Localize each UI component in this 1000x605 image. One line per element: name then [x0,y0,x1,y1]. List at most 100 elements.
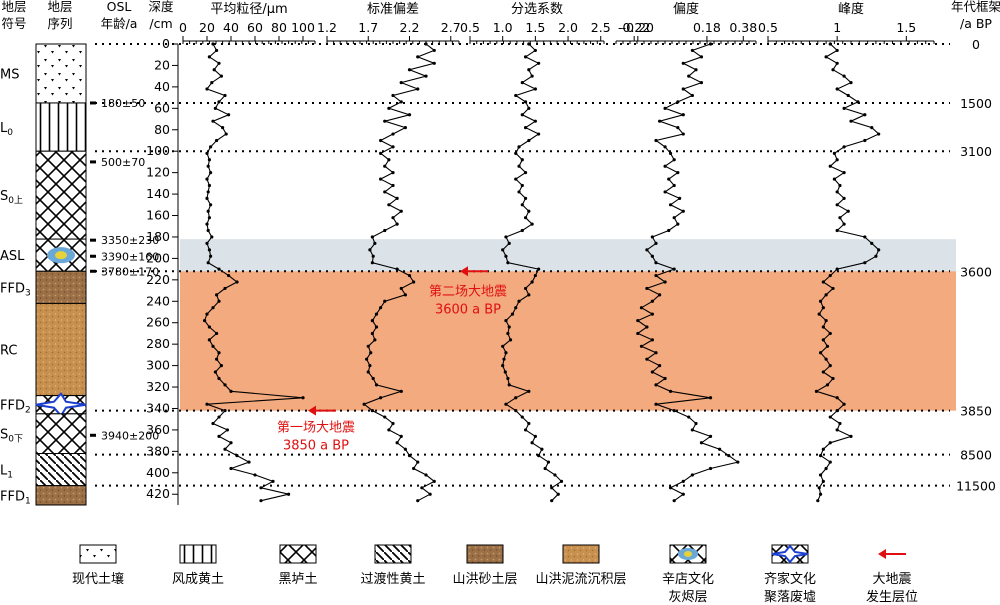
series-point [217,267,221,271]
series-point [639,344,644,348]
series-point [835,428,839,432]
series-point [650,254,654,258]
legend-ash-core [684,551,692,557]
series-point [654,241,658,245]
series-point [301,396,305,400]
series-point [842,402,846,406]
layer-symbol: RC [0,344,17,359]
series-point [523,55,528,59]
series-point [514,396,518,400]
series-point [828,415,832,419]
series-point [533,273,537,278]
series-point [650,235,654,239]
x-tick-label: 40 [223,20,239,35]
series-point [658,364,662,368]
legend-label: 发生层位 [866,589,918,605]
series-point [650,370,654,374]
column-header: 序列 [47,16,72,31]
series-point [215,357,219,361]
series-point [506,261,510,265]
series-panel: 偏度 -0.22-0.20 0.18 0.38 [615,1,757,503]
series-point [676,171,680,175]
series-point [718,447,722,451]
x-tick-label: 1 [833,20,841,35]
highlight-band [180,271,956,411]
series-point [553,473,557,477]
series-point [537,454,541,458]
series-point [645,357,649,361]
series-point [877,248,881,252]
series-point [668,203,673,207]
series-point [399,434,403,438]
series-point [432,61,436,65]
series-point [699,80,704,85]
series-point [205,151,209,155]
depth-tick-label: 100 [146,143,170,158]
series-point [362,402,366,406]
series-point [668,151,673,155]
framework-label: 0 [972,37,980,52]
series-point [506,331,510,336]
series-point [636,331,640,336]
x-tick-label: 0 [179,20,187,35]
series-point [523,126,528,130]
series-point [817,312,821,316]
series-point [658,293,662,297]
framework-labels: 0 1500 3100 3600 3850 8500 11500 [956,37,996,494]
series-point [663,280,667,284]
series-point [219,364,223,368]
series-point [654,402,658,406]
column-header: 深度 [148,0,174,14]
series-point [387,203,391,207]
series-point [514,177,518,181]
layer-symbol: FFD1 [0,489,31,506]
x-tick-label: 2.0 [558,20,578,35]
series-point [205,87,209,91]
series-point [849,80,853,85]
series-point [205,196,209,200]
series-point [223,93,227,98]
osl-date-label: 3940±200 [101,429,159,442]
series-point [527,106,531,110]
series-point [225,428,229,432]
series-point [219,74,223,78]
layer-symbol: MS [0,67,19,82]
depth-tick-label: 40 [154,79,170,94]
series-point [672,499,676,503]
series-point [383,119,387,123]
series-point [668,486,673,490]
series-point [828,42,832,46]
series-point [210,235,214,239]
series-point [224,132,228,136]
column-header: 地层 [1,0,26,14]
series-point [407,68,412,72]
series-point [501,248,505,252]
series-point [271,479,275,483]
depth-tick-label: 300 [146,358,170,373]
strata-layer [35,270,87,304]
series-point [213,106,217,110]
series-point [215,48,219,53]
series-point [514,151,518,155]
series-point [527,68,531,72]
series-point [821,338,825,342]
series-point [690,93,694,98]
series-point [203,318,207,323]
series-point [520,113,524,117]
framework-label: 3850 [960,404,992,419]
series-point [828,331,832,336]
series-point [523,171,528,175]
depth-tick-label: 280 [146,336,170,351]
earthquake-date: 3850 a BP [283,439,349,454]
series-point [520,415,524,419]
series-point [520,228,524,233]
legend-swatch [466,544,504,564]
series-point [676,222,680,226]
layer-symbol: ASL [0,249,25,264]
series-point [658,119,662,123]
depth-tick-label: 260 [146,315,170,330]
series-point [206,209,210,213]
curve-panels: 平均粒径/μm 0 20 40 60 80 100 标准偏差 1.2 1.7 2.2 2.7 分选系数 0… [179,1,935,503]
highlight-bands [180,239,956,411]
series-point [530,222,534,226]
